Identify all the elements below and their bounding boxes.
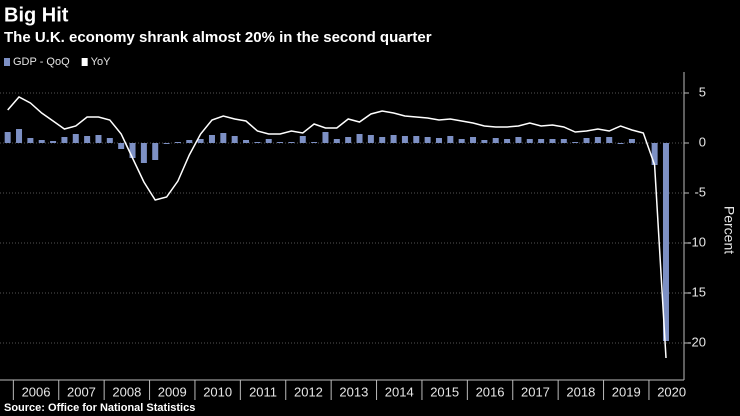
bar [662,143,669,341]
bar [390,135,397,143]
bar [379,137,386,143]
x-tick-label: 2020 [657,384,686,399]
y-tick-label: -10 [687,234,706,249]
x-tick-label: 2016 [476,384,505,399]
bar [129,143,136,158]
bar [572,142,579,143]
bar [50,141,57,143]
bar [95,135,102,143]
x-tick-label: 2014 [385,384,414,399]
source: Source: Office for National Statistics [4,402,195,414]
bar [106,138,113,143]
bar [152,143,159,160]
x-tick-label: 2019 [612,384,641,399]
x-tick-label: 2006 [22,384,51,399]
bar [504,139,511,143]
bar [288,142,295,143]
bar [208,135,215,143]
bar [583,138,590,143]
bar [4,132,11,143]
bar [401,136,408,143]
x-tick-label: 2017 [521,384,550,399]
bar [481,140,488,143]
bar [322,132,329,143]
x-tick-label: 2007 [67,384,96,399]
bar [651,143,658,165]
y-tick-label: 5 [699,84,706,99]
bar [435,138,442,143]
chart-title: Big Hit [4,4,69,26]
bar [345,137,352,143]
bar [470,137,477,143]
bar [265,139,272,143]
legend-swatch [4,58,10,66]
bar [447,136,454,143]
bar [140,143,147,163]
bar [367,135,374,143]
bar [560,139,567,143]
bar [492,138,499,143]
bar [617,143,624,144]
x-tick-label: 2013 [339,384,368,399]
legend-swatch [81,58,88,66]
x-tick-label: 2018 [566,384,595,399]
bar [61,137,68,143]
y-axis-label: Percent [721,206,737,254]
y-tick-label: -20 [687,334,706,349]
bar [333,139,340,143]
legend-label: YoY [91,56,111,68]
bar [174,142,181,143]
bar [16,129,23,143]
x-tick-label: 2010 [203,384,232,399]
x-tick-label: 2012 [294,384,323,399]
bar [231,136,238,143]
y-tick-label: -5 [694,184,706,199]
bar [197,139,204,143]
bar [27,138,34,143]
x-tick-label: 2009 [158,384,187,399]
bar [277,142,284,143]
bar [38,140,45,143]
x-tick-label: 2011 [249,384,277,399]
bar [526,139,533,143]
bar [84,136,91,143]
y-tick-label: 0 [699,134,706,149]
bar [72,134,79,143]
bar [163,143,170,144]
bar [220,133,227,143]
x-tick-label: 2015 [430,384,459,399]
bar [186,140,193,143]
line [7,96,667,359]
bar [254,142,261,143]
bar [628,139,635,143]
bar [413,136,420,143]
bar [356,134,363,143]
bar [538,139,545,143]
bar [311,142,318,143]
bar [549,139,556,143]
bar [606,137,613,143]
bar [424,137,431,143]
bar [594,137,601,143]
bar [118,143,125,149]
bar [243,140,250,143]
legend-label: GDP - QoQ [13,56,70,68]
chart-subtitle: The U.K. economy shrank almost 20% in th… [4,29,432,46]
bar [299,136,306,143]
y-tick-label: -15 [687,284,706,299]
x-tick-label: 2008 [112,384,141,399]
bar [458,139,465,143]
bar [515,137,522,143]
